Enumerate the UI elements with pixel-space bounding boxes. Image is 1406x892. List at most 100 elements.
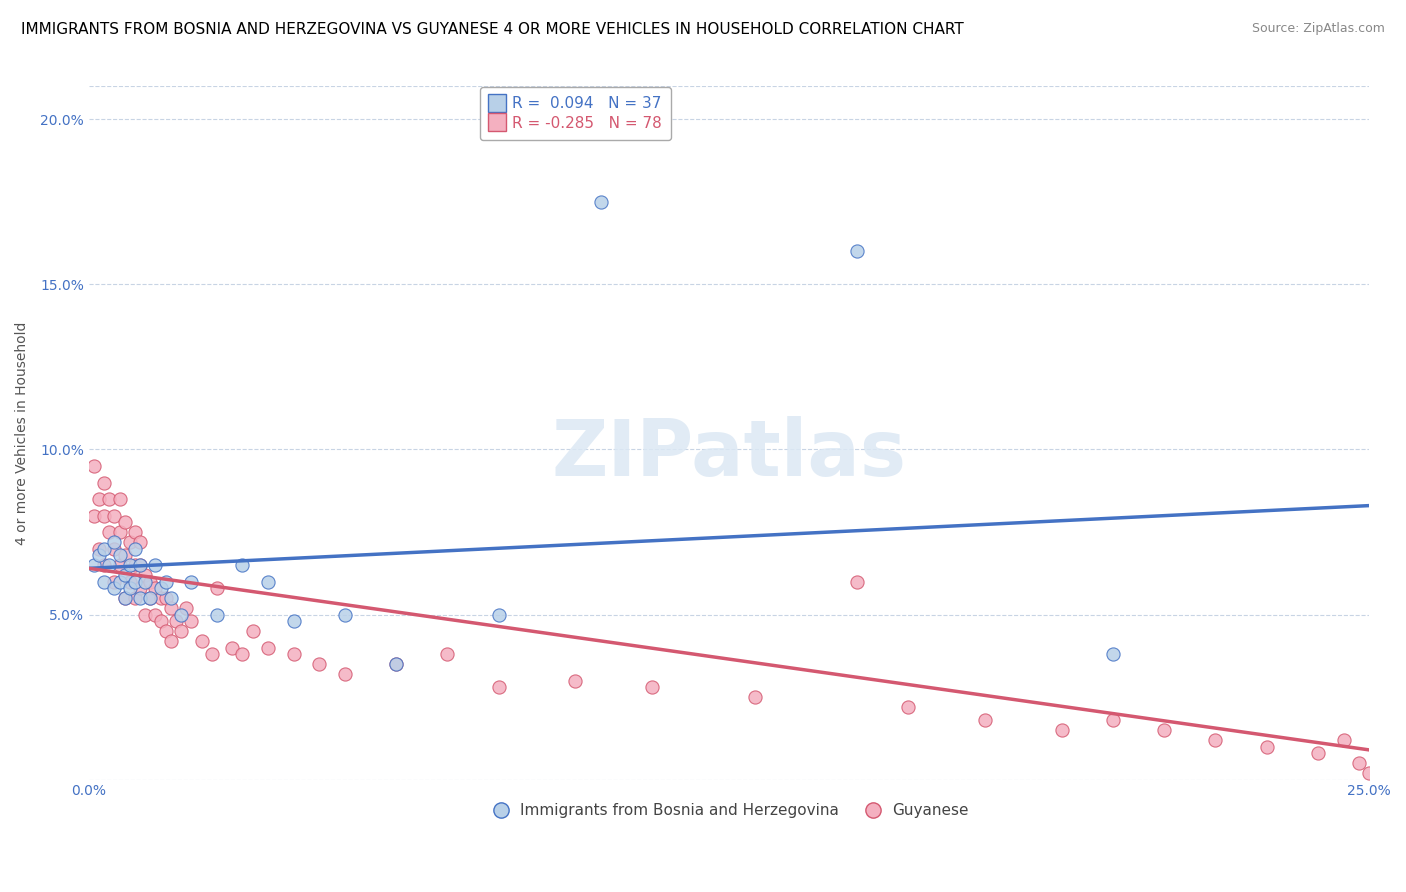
Point: [201, 647, 224, 661]
Point: [1050, 723, 1073, 737]
Text: Source: ZipAtlas.com: Source: ZipAtlas.com: [1251, 22, 1385, 36]
Point: [155, 624, 177, 638]
Point: [1102, 713, 1125, 727]
Point: [149, 614, 172, 628]
Point: [129, 591, 152, 605]
Point: [103, 574, 125, 589]
Point: [93, 508, 115, 523]
Point: [114, 515, 136, 529]
Point: [103, 508, 125, 523]
Point: [385, 657, 408, 671]
Point: [589, 194, 612, 209]
Point: [103, 535, 125, 549]
Point: [114, 591, 136, 605]
Point: [129, 535, 152, 549]
Point: [124, 524, 146, 539]
Point: [124, 558, 146, 572]
Point: [98, 524, 121, 539]
Point: [149, 581, 172, 595]
Point: [744, 690, 766, 704]
Point: [385, 657, 408, 671]
Point: [1205, 733, 1227, 747]
Point: [488, 680, 510, 694]
Point: [205, 607, 228, 622]
Point: [134, 568, 156, 582]
Point: [118, 581, 141, 595]
Point: [283, 614, 305, 628]
Point: [1256, 739, 1278, 754]
Point: [129, 581, 152, 595]
Point: [221, 640, 243, 655]
Point: [83, 558, 105, 572]
Point: [242, 624, 264, 638]
Point: [129, 558, 152, 572]
Point: [1358, 766, 1381, 780]
Point: [1153, 723, 1175, 737]
Point: [165, 614, 187, 628]
Point: [257, 574, 280, 589]
Point: [108, 524, 131, 539]
Point: [134, 607, 156, 622]
Point: [170, 607, 193, 622]
Point: [93, 558, 115, 572]
Point: [87, 548, 110, 562]
Point: [231, 647, 253, 661]
Point: [134, 574, 156, 589]
Point: [118, 574, 141, 589]
Point: [145, 558, 167, 572]
Point: [114, 548, 136, 562]
Text: IMMIGRANTS FROM BOSNIA AND HERZEGOVINA VS GUYANESE 4 OR MORE VEHICLES IN HOUSEHO: IMMIGRANTS FROM BOSNIA AND HERZEGOVINA V…: [21, 22, 965, 37]
Point: [145, 607, 167, 622]
Point: [98, 491, 121, 506]
Point: [564, 673, 586, 688]
Point: [139, 591, 162, 605]
Point: [1102, 647, 1125, 661]
Point: [180, 614, 202, 628]
Point: [159, 601, 181, 615]
Point: [170, 624, 193, 638]
Point: [190, 634, 212, 648]
Point: [257, 640, 280, 655]
Point: [103, 541, 125, 556]
Point: [118, 558, 141, 572]
Point: [333, 607, 356, 622]
Point: [231, 558, 253, 572]
Point: [87, 491, 110, 506]
Point: [145, 581, 167, 595]
Point: [114, 568, 136, 582]
Point: [103, 581, 125, 595]
Point: [897, 700, 920, 714]
Point: [149, 591, 172, 605]
Point: [159, 634, 181, 648]
Point: [124, 574, 146, 589]
Point: [846, 244, 869, 259]
Point: [174, 601, 197, 615]
Point: [124, 541, 146, 556]
Point: [283, 647, 305, 661]
Point: [93, 475, 115, 490]
Legend: Immigrants from Bosnia and Herzegovina, Guyanese: Immigrants from Bosnia and Herzegovina, …: [484, 797, 974, 824]
Point: [1347, 756, 1369, 770]
Point: [83, 458, 105, 473]
Point: [98, 558, 121, 572]
Point: [87, 541, 110, 556]
Text: ZIPatlas: ZIPatlas: [551, 416, 907, 491]
Point: [108, 548, 131, 562]
Point: [129, 558, 152, 572]
Point: [139, 574, 162, 589]
Point: [180, 574, 202, 589]
Point: [846, 574, 869, 589]
Point: [155, 574, 177, 589]
Point: [155, 591, 177, 605]
Point: [118, 535, 141, 549]
Point: [159, 591, 181, 605]
Point: [205, 581, 228, 595]
Point: [93, 574, 115, 589]
Point: [108, 574, 131, 589]
Point: [108, 491, 131, 506]
Point: [436, 647, 458, 661]
Y-axis label: 4 or more Vehicles in Household: 4 or more Vehicles in Household: [15, 321, 30, 545]
Point: [93, 541, 115, 556]
Point: [333, 667, 356, 681]
Point: [108, 558, 131, 572]
